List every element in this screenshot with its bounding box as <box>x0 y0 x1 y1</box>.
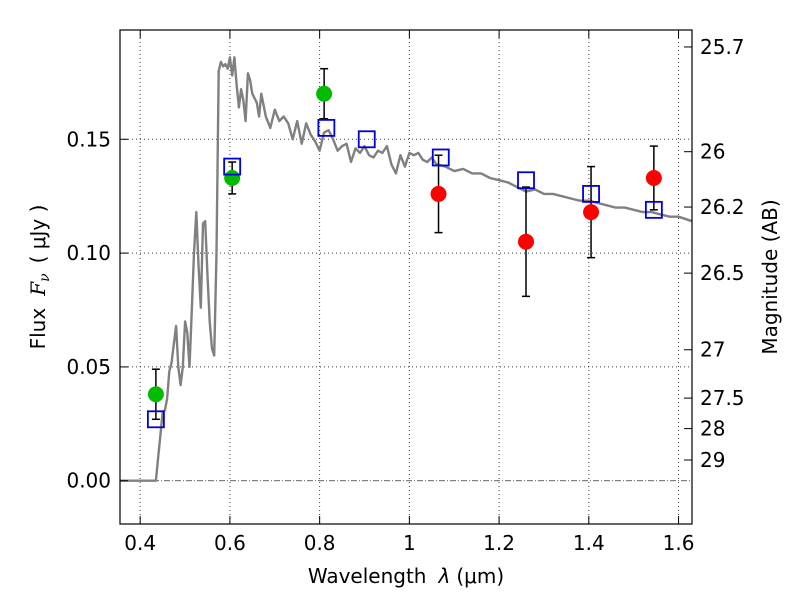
model-square-marker <box>146 410 165 429</box>
plot-frame <box>119 29 693 525</box>
y-axis-title-unit: ( μJy ) <box>26 205 50 264</box>
model-square-marker <box>317 118 336 137</box>
x-axis-title-unit: (μm) <box>456 564 504 588</box>
x-axis-title-text: Wavelength <box>308 564 427 588</box>
x-tick-label: 0.4 <box>124 531 156 555</box>
model-square-marker <box>517 171 535 190</box>
grid-layer <box>120 30 692 524</box>
red-data-point <box>518 233 535 250</box>
y-axis-title-subscript: ν <box>37 273 53 282</box>
y-axis-title-text: Flux <box>26 308 50 350</box>
tick-layer: 0.4 0.6 0.8 1 1.2 1.4 1.6 0.00 0.05 0.10 0.15 25.7 2… <box>66 30 745 555</box>
green-data-point <box>316 85 333 102</box>
red-data-point <box>645 169 662 186</box>
red-data-point <box>430 185 447 202</box>
model-square-marker <box>431 148 450 167</box>
model-sed-layer <box>120 56 693 482</box>
y-axis-title: Flux Fν ( μJy ) <box>26 205 53 350</box>
model-square-marker <box>644 200 663 219</box>
green-data-point <box>224 169 241 186</box>
green-data-point <box>147 386 164 403</box>
red-data-point <box>583 204 600 221</box>
x-tick-label: 0.8 <box>304 531 336 555</box>
mag-tick-label: 26.5 <box>700 261 745 285</box>
x-tick-label: 0.6 <box>214 531 246 555</box>
x-tick-label: 1.4 <box>573 531 605 555</box>
y-tick-label: 0.10 <box>66 241 111 265</box>
mag-tick-label: 25.7 <box>700 35 745 59</box>
marker-layer <box>146 85 663 429</box>
mag-tick-label: 26.2 <box>700 195 745 219</box>
mag-tick-label: 29 <box>700 448 725 472</box>
y-tick-label: 0.15 <box>66 127 111 151</box>
mag-tick-label: 27 <box>700 338 725 362</box>
model-square-marker <box>357 130 376 149</box>
model-square-marker <box>223 157 242 176</box>
model-square-marker <box>582 185 600 203</box>
mag-tick-label: 28 <box>700 417 725 441</box>
mag-tick-label: 26 <box>700 140 725 164</box>
x-tick-label: 1 <box>403 531 416 555</box>
y-tick-label: 0.05 <box>66 355 111 379</box>
right-axis-title: Magnitude (AB) <box>758 199 782 354</box>
model-sed-line <box>120 56 693 482</box>
x-tick-label: 1.2 <box>483 531 515 555</box>
y-tick-label: 0.00 <box>66 469 111 493</box>
mag-tick-label: 27.5 <box>700 386 745 410</box>
x-axis-title: Wavelength λ (μm) <box>308 564 504 588</box>
x-axis-title-symbol: λ <box>438 564 451 588</box>
x-tick-label: 1.6 <box>663 531 695 555</box>
y-axis-title-symbol: F <box>26 281 50 297</box>
